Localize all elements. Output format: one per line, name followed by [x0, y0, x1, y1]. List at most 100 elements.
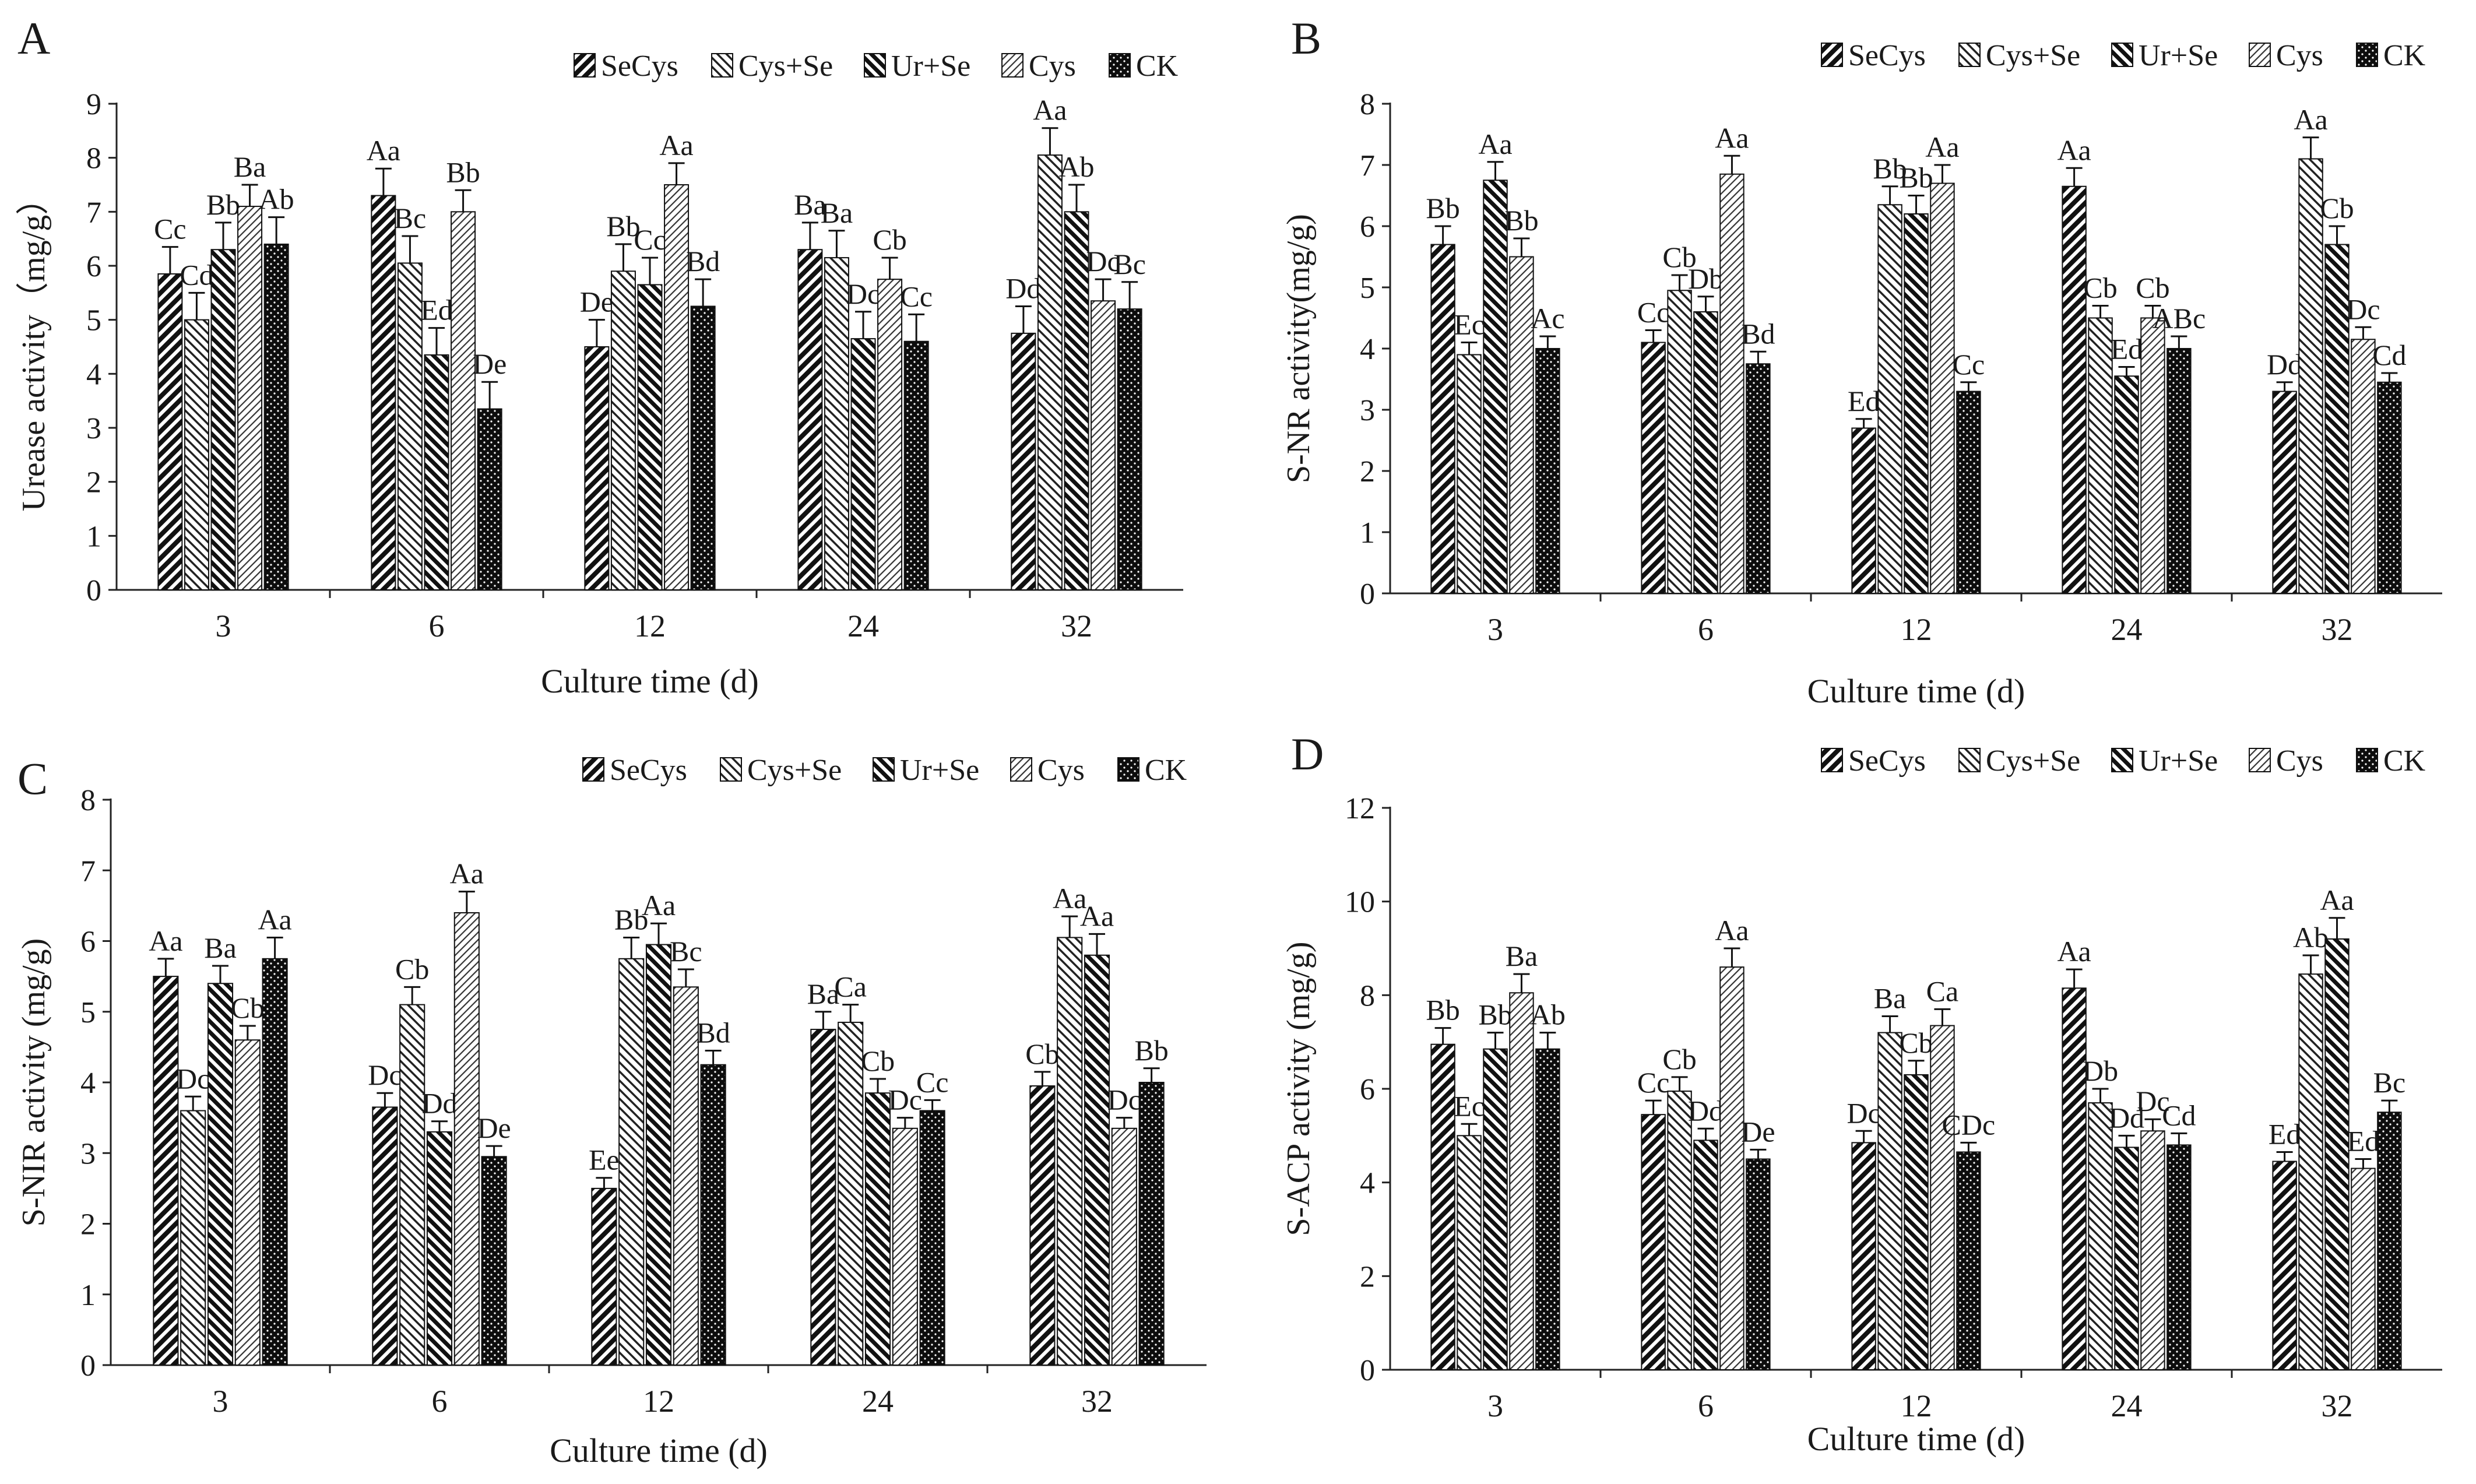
panel-label: A [17, 13, 50, 64]
significance-label: Dd [421, 1087, 457, 1120]
significance-label: Aa [1478, 128, 1512, 160]
significance-label: Bc [670, 935, 702, 968]
legend-label-ur-se: Ur+Se [2139, 39, 2218, 72]
bar-ur-se-day-3 [210, 249, 236, 590]
legend: SeCys Cys+Se Ur+Se Cys CK [1821, 39, 2426, 72]
bar-ur-se-day-32 [1064, 211, 1089, 591]
legend-swatch-secys [582, 757, 604, 782]
bar-secys-day-3 [157, 273, 183, 590]
legend-swatch-cys [1010, 757, 1032, 782]
bar-cys-se-day-32 [1037, 154, 1063, 590]
significance-label: Aa [642, 889, 676, 922]
x-tick-label: 3 [216, 609, 231, 643]
bar-cys-day-32 [1091, 300, 1116, 590]
x-tick-label: 12 [1901, 1388, 1932, 1423]
legend: SeCys Cys+Se Ur+Se Cys CK [574, 50, 1179, 83]
significance-label: Ab [259, 183, 294, 216]
bar-cys-day-24 [877, 279, 903, 590]
bar-secys-day-6 [371, 195, 396, 590]
significance-label: Cb [1662, 241, 1696, 273]
bar-ck-day-3 [262, 958, 288, 1366]
legend-label-cys-se: Cys+Se [1986, 39, 2080, 72]
bar-secys-day-24 [810, 1029, 836, 1366]
significance-label: Bb [1426, 192, 1459, 224]
significance-label: Ed [1848, 385, 1880, 417]
y-tick-label: 6 [86, 250, 101, 283]
y-axis-title: Urease activity（mg/g） [16, 182, 52, 512]
significance-label: Ca [834, 970, 867, 1003]
significance-label: Aa [2057, 133, 2091, 166]
x-tick-label: 32 [1061, 609, 1092, 643]
legend-label-secys: SeCys [1848, 39, 1926, 72]
y-tick-label: 3 [86, 412, 101, 445]
significance-label: Aa [149, 924, 182, 957]
significance-label: Ec [1454, 308, 1485, 341]
x-tick-label: 24 [2111, 612, 2143, 647]
bar-secys-day-12 [591, 1187, 617, 1366]
legend: SeCys Cys+Se Ur+Se Cys CK [1821, 744, 2426, 778]
y-tick-label: 0 [1360, 578, 1375, 611]
legend: SeCys Cys+Se Ur+Se Cys CK [582, 754, 1187, 787]
legend-swatch-secys [574, 53, 596, 78]
y-tick-label: 4 [86, 358, 101, 391]
significance-label: Ab [2293, 921, 2329, 954]
significance-label: Cb [2136, 272, 2169, 304]
x-tick-label: 32 [2322, 1388, 2353, 1423]
y-tick-label: 10 [1345, 886, 1375, 919]
significance-label: Ed [2111, 333, 2143, 365]
significance-label: Bb [446, 156, 480, 188]
bar-cys-day-6 [1719, 966, 1745, 1370]
y-tick-label: 8 [86, 142, 101, 175]
x-tick-label: 12 [643, 1384, 674, 1419]
bar-secys-day-3 [1430, 244, 1455, 594]
legend-swatch-cys [2249, 748, 2271, 772]
bar-secys-day-6 [1641, 342, 1666, 594]
x-axis-title: Culture time (d) [1807, 1420, 2025, 1458]
significance-label: Aa [258, 903, 291, 936]
bar-cys-se-day-6 [397, 262, 423, 591]
significance-label: Cd [2162, 1099, 2196, 1131]
bar-cys-se-day-3 [184, 319, 209, 591]
bar-cys-day-3 [237, 206, 263, 591]
significance-label: Ac [1531, 302, 1564, 335]
bar-ur-se-day-3 [207, 983, 234, 1366]
bar-cys-se-day-3 [1457, 1135, 1482, 1371]
bar-secys-day-3 [153, 976, 179, 1366]
bar-cys-day-32 [1111, 1127, 1137, 1366]
bar-ur-se-day-32 [2324, 244, 2350, 594]
legend-label-secys: SeCys [1848, 744, 1926, 778]
bar-ur-se-day-6 [426, 1131, 453, 1366]
bar-secys-day-3 [1430, 1043, 1455, 1370]
significance-label: Dc [176, 1062, 210, 1095]
bar-cys-se-day-12 [610, 270, 636, 590]
y-tick-label: 6 [1360, 1073, 1375, 1106]
bar-secys-day-12 [1851, 1142, 1876, 1370]
y-tick-label: 5 [1360, 272, 1375, 305]
significance-label: Aa [2320, 884, 2354, 916]
y-tick-label: 4 [1360, 333, 1375, 366]
y-tick-label: 7 [86, 196, 101, 229]
y-tick-label: 3 [80, 1137, 96, 1170]
x-tick-label: 32 [2322, 612, 2353, 647]
bar-ck-day-12 [1956, 1151, 1981, 1370]
legend-swatch-ur-se [2111, 43, 2133, 67]
x-tick-label: 3 [213, 1384, 228, 1419]
bar-cys-day-32 [2351, 339, 2376, 594]
y-tick-label: 5 [80, 996, 96, 1029]
significance-label: Ba [1874, 982, 1907, 1014]
legend-label-ck: CK [1136, 50, 1179, 83]
significance-label: Cb [231, 991, 265, 1024]
legend-swatch-ur-se [864, 53, 886, 78]
bar-cys-day-3 [1509, 256, 1534, 594]
y-tick-label: 9 [86, 88, 101, 121]
legend-label-cys-se: Cys+Se [747, 754, 842, 787]
y-tick-label: 1 [80, 1279, 96, 1312]
bar-cys-day-12 [1930, 182, 1955, 594]
significance-label: Aa [1080, 899, 1114, 932]
legend-label-cys: Cys [1029, 50, 1076, 83]
significance-label: Bb [606, 210, 640, 242]
panel-label: B [1291, 13, 1321, 64]
y-tick-label: 1 [86, 520, 101, 553]
